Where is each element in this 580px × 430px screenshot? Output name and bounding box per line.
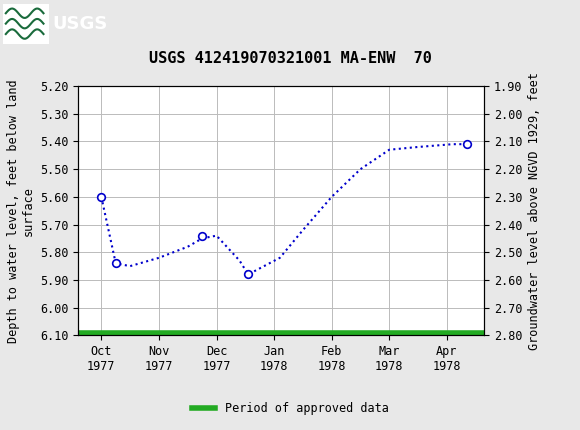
Legend: Period of approved data: Period of approved data <box>187 397 393 420</box>
Text: USGS 412419070321001 MA-ENW  70: USGS 412419070321001 MA-ENW 70 <box>148 51 432 65</box>
Text: USGS: USGS <box>52 15 107 33</box>
Y-axis label: Depth to water level, feet below land
surface: Depth to water level, feet below land su… <box>6 79 35 343</box>
Y-axis label: Groundwater level above NGVD 1929, feet: Groundwater level above NGVD 1929, feet <box>528 72 541 350</box>
Bar <box>3 4 49 43</box>
